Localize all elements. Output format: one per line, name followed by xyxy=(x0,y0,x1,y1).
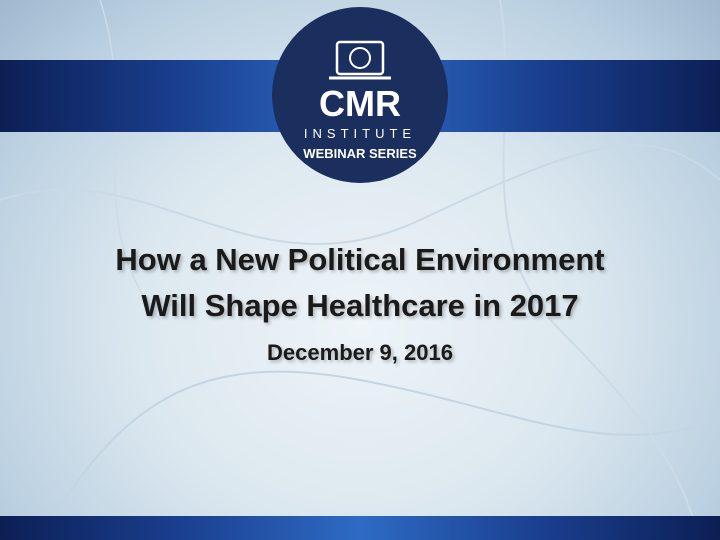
logo: CMR INSTITUTE WEBINAR SERIES xyxy=(272,7,448,183)
date: December 9, 2016 xyxy=(267,340,453,365)
logo-laptop xyxy=(335,40,385,76)
title-line: Will Shape Healthcare in 2017 xyxy=(141,288,579,323)
logo-circle xyxy=(272,7,448,183)
logo-line2: WEBINAR SERIES xyxy=(303,146,417,161)
logo-line1: INSTITUTE xyxy=(304,126,416,141)
logo-name: CMR xyxy=(319,83,401,124)
footer-band xyxy=(0,516,720,540)
logo-emblem xyxy=(349,47,371,69)
title-line: How a New Political Environment xyxy=(115,242,605,277)
